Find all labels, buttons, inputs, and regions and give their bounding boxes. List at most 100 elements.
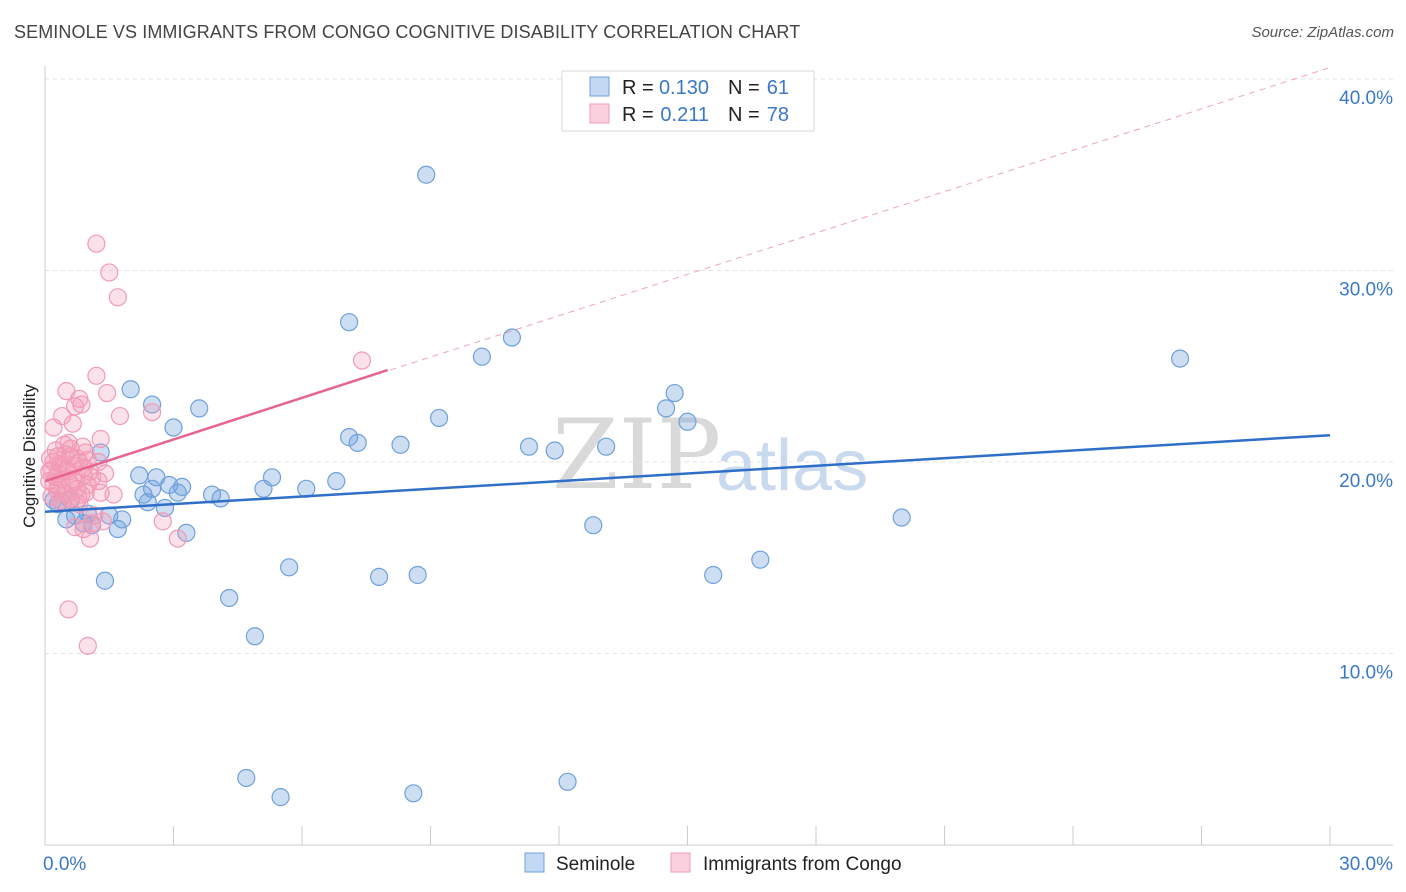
x-tick-label-max: 30.0% xyxy=(1339,854,1393,875)
congo-point xyxy=(78,636,97,655)
seminole-trend-line xyxy=(44,433,1331,514)
congo-trend-line xyxy=(44,368,389,483)
seminole-point xyxy=(95,571,115,590)
seminole-point xyxy=(584,516,603,535)
seminole-point xyxy=(545,441,564,460)
congo-point xyxy=(87,234,106,253)
congo-point xyxy=(76,483,95,502)
legend-n-value-2: 78 xyxy=(767,104,789,126)
seminole-point xyxy=(408,565,427,585)
seminole-point xyxy=(112,510,132,529)
seminole-point xyxy=(348,433,367,452)
congo-point xyxy=(73,437,92,456)
watermark-atlas: atlas xyxy=(716,426,868,506)
congo-points xyxy=(40,234,372,655)
bottom-legend-swatch-seminole xyxy=(524,852,545,873)
legend-r-value-2: 0.211 xyxy=(660,104,709,126)
congo-point xyxy=(60,473,79,493)
seminole-point xyxy=(121,380,140,399)
seminole-point xyxy=(130,466,149,485)
seminole-point xyxy=(164,418,183,437)
y-tick-label: 40.0% xyxy=(1339,88,1393,109)
congo-point xyxy=(168,529,187,548)
watermark: ZIP atlas xyxy=(552,399,868,511)
x-tick-label-min: 0.0% xyxy=(43,854,86,875)
legend-swatch-congo xyxy=(589,103,610,124)
seminole-point xyxy=(519,437,539,456)
legend-swatch-seminole xyxy=(589,76,610,97)
congo-point xyxy=(87,366,106,385)
congo-point xyxy=(59,600,78,619)
legend-r-value-1: 0.130 xyxy=(659,77,709,99)
seminole-point xyxy=(262,468,282,487)
legend-bottom: Seminole Immigrants from Congo xyxy=(524,852,902,875)
seminole-point xyxy=(134,485,153,504)
watermark-zip: ZIP xyxy=(552,399,721,511)
y-tick-label: 20.0% xyxy=(1339,471,1393,492)
axes xyxy=(44,66,1393,846)
seminole-point xyxy=(1170,349,1190,368)
seminole-point xyxy=(417,165,436,184)
bottom-legend-seminole: Seminole xyxy=(556,854,635,875)
seminole-point xyxy=(280,558,299,577)
seminole-point xyxy=(751,550,770,569)
seminole-point xyxy=(472,347,491,366)
seminole-point xyxy=(327,472,346,491)
source-label: Source: ZipAtlas.com xyxy=(1251,24,1394,41)
seminole-point xyxy=(391,435,410,454)
seminole-point xyxy=(665,383,684,403)
congo-point xyxy=(104,485,123,504)
tick-labels: 10.0% 20.0% 30.0% 40.0% 0.0% 30.0% xyxy=(43,88,1393,875)
legend-n-label-1: N = xyxy=(728,77,760,99)
legend-top: R = 0.130 N = 61 R = 0.211 N = 78 xyxy=(561,70,815,132)
bottom-legend-congo: Immigrants from Congo xyxy=(703,854,902,875)
legend-r-label-2: R = xyxy=(622,104,654,126)
gridlines xyxy=(45,78,1395,654)
congo-point xyxy=(80,529,100,548)
legend-n-label-2: N = xyxy=(728,104,760,126)
seminole-point xyxy=(340,313,359,332)
seminole-point xyxy=(892,508,911,527)
chart-title: SEMINOLE VS IMMIGRANTS FROM CONGO COGNIT… xyxy=(14,22,801,42)
congo-point xyxy=(69,489,88,508)
seminole-point xyxy=(404,784,423,803)
seminole-point xyxy=(370,567,389,587)
congo-point xyxy=(100,263,119,282)
congo-point xyxy=(352,351,372,370)
congo-point xyxy=(142,403,162,422)
legend-r-label-1: R = xyxy=(622,77,654,99)
congo-point xyxy=(98,383,117,403)
seminole-point xyxy=(656,399,676,418)
seminole-point xyxy=(429,408,449,428)
legend-n-value-1: 61 xyxy=(767,77,789,99)
seminole-point xyxy=(237,768,256,788)
seminole-point xyxy=(172,477,192,496)
seminole-point xyxy=(597,437,616,456)
congo-point xyxy=(41,449,60,468)
seminole-point xyxy=(190,399,209,418)
seminole-point xyxy=(142,395,162,414)
congo-point xyxy=(110,406,130,426)
seminole-point xyxy=(558,772,577,791)
congo-point xyxy=(78,450,97,470)
congo-point xyxy=(85,506,104,525)
seminole-point xyxy=(220,588,239,608)
congo-point xyxy=(153,512,172,531)
congo-point xyxy=(91,429,110,449)
congo-point xyxy=(63,414,82,433)
y-tick-label: 30.0% xyxy=(1339,280,1393,301)
seminole-point xyxy=(245,627,264,646)
trend-lines xyxy=(44,67,1331,514)
congo-point xyxy=(72,395,91,414)
seminole-points xyxy=(44,165,1190,807)
seminole-point xyxy=(502,328,521,347)
y-axis-label: Cognitive Disability xyxy=(20,384,39,528)
seminole-point xyxy=(211,489,230,508)
congo-point xyxy=(108,288,127,307)
seminole-point xyxy=(108,519,127,539)
seminole-point xyxy=(704,565,723,585)
y-tick-label: 10.0% xyxy=(1339,663,1393,684)
congo-point xyxy=(89,472,108,491)
seminole-point xyxy=(678,412,697,431)
